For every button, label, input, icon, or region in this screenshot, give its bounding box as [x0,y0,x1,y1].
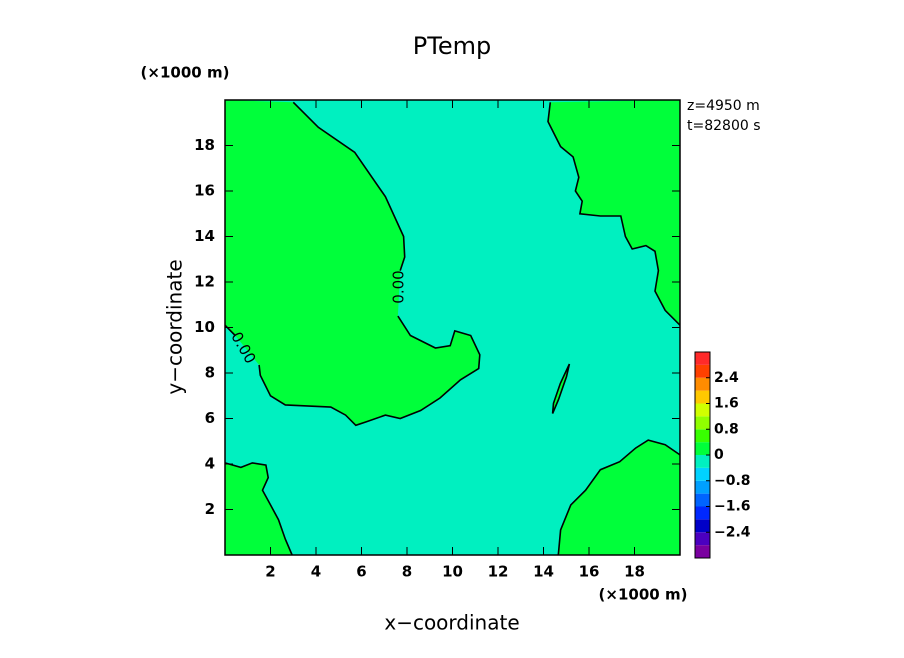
positive-region [548,100,680,326]
colorbar-band [695,403,710,417]
x-tick-label: 4 [311,563,321,581]
contour-line [224,101,481,427]
x-tick-label: 12 [488,563,509,581]
y-tick-label: 4 [205,455,215,473]
colorbar-band [695,467,710,481]
y-tick-label: 10 [194,318,215,336]
colorbar-band [695,390,710,404]
colorbar-band [695,506,710,520]
x-tick-label: 10 [442,563,463,581]
colorbar-band [695,364,710,378]
y-tick-label: 18 [194,136,215,154]
x-tick-label: 6 [356,563,366,581]
annotation: t=82800 s [687,118,761,134]
y-tick-label: 14 [194,227,215,245]
colorbar-band [695,416,710,430]
colorbar-band [695,429,710,443]
colorbar-band [695,480,710,494]
chart-title: PTemp [413,32,491,60]
colorbar-band [695,352,710,365]
x-unit: (×1000 m) [599,586,688,604]
colorbar-band [695,532,710,546]
y-tick-label: 2 [205,500,215,518]
colorbar-tick-label: 0 [714,447,724,463]
colorbar-tick-label: −2.4 [714,524,751,540]
y-tick-label: 12 [194,273,215,291]
colorbar-tick-label: 2.4 [714,370,739,386]
colorbar-tick-label: 1.6 [714,396,739,412]
contour-label: 0.00 [390,270,408,303]
annotation: z=4950 m [687,98,760,114]
y-tick-label: 8 [205,364,215,382]
contour-line [547,102,681,326]
positive-region [552,363,570,414]
y-unit: (×1000 m) [141,64,230,82]
colorbar-band [695,545,710,558]
x-axis-label: x−coordinate [384,611,519,635]
positive-region [225,100,480,426]
colorbar-band [695,519,710,533]
positive-region [558,440,680,555]
x-tick-label: 18 [624,563,645,581]
colorbar-tick-label: −0.8 [714,473,751,489]
colorbar-band [695,455,710,468]
x-tick-label: 14 [533,563,554,581]
y-tick-label: 6 [205,409,215,427]
y-tick-label: 16 [194,182,215,200]
positive-region [225,462,293,555]
colorbar-band [695,442,710,455]
contour-line [551,363,571,414]
colorbar-band [695,493,710,507]
colorbar-tick-label: −1.6 [714,499,751,515]
x-tick-label: 8 [402,563,412,581]
colorbar-tick-label: 0.8 [714,421,739,437]
contour-line [224,462,293,556]
x-tick-label: 16 [579,563,600,581]
x-tick-label: 2 [265,563,275,581]
colorbar-band [695,377,710,391]
y-axis-label: y−coordinate [163,259,187,394]
contour-line [557,439,681,556]
